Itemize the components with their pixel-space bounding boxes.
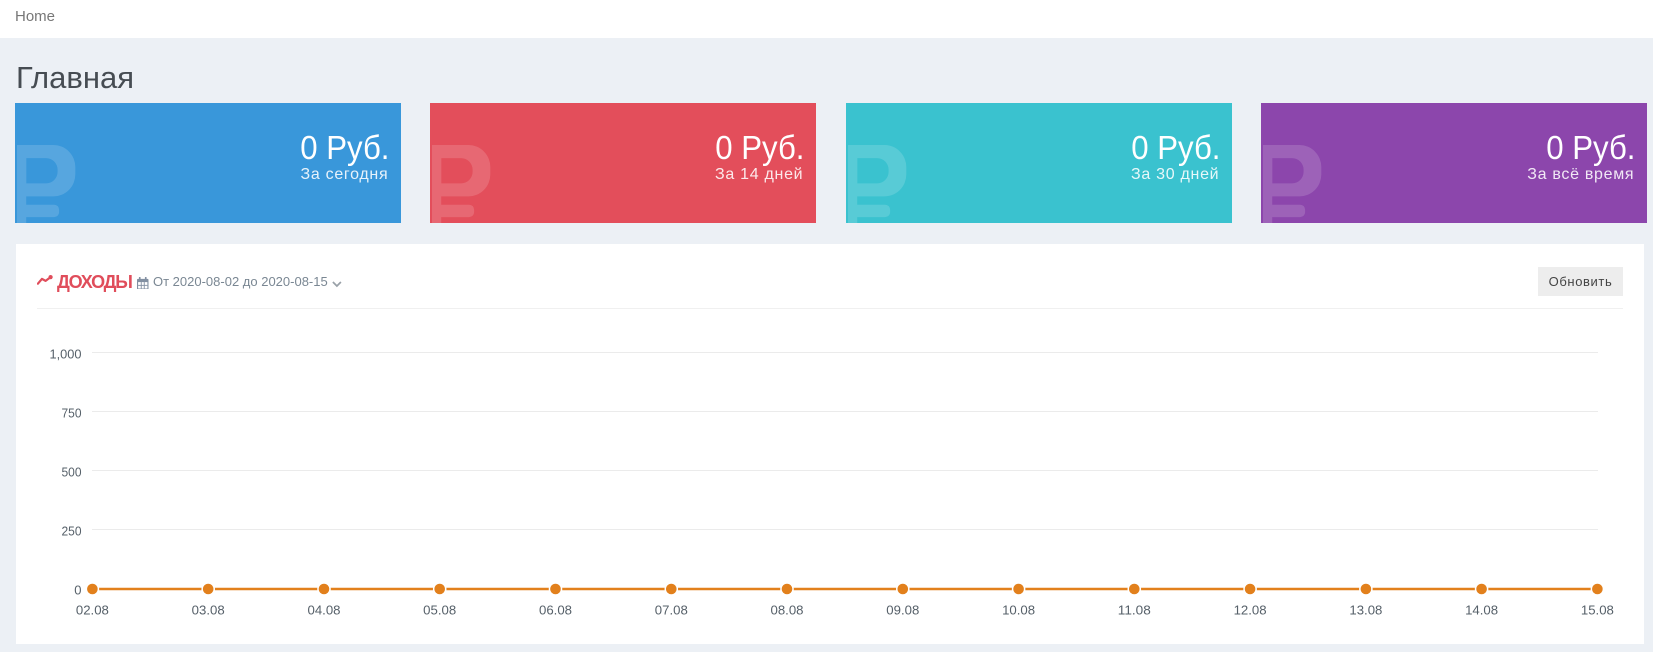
- svg-text:1,000: 1,000: [50, 346, 82, 361]
- svg-text:13.08: 13.08: [1349, 603, 1382, 618]
- svg-text:07.08: 07.08: [655, 603, 688, 618]
- svg-text:15.08: 15.08: [1581, 603, 1614, 618]
- svg-text:12.08: 12.08: [1234, 603, 1267, 618]
- svg-text:0: 0: [74, 583, 81, 598]
- svg-text:02.08: 02.08: [76, 603, 109, 618]
- svg-text:500: 500: [62, 465, 82, 480]
- svg-text:06.08: 06.08: [539, 603, 572, 618]
- svg-text:03.08: 03.08: [192, 603, 225, 618]
- svg-text:08.08: 08.08: [771, 603, 804, 618]
- svg-text:11.08: 11.08: [1118, 603, 1151, 618]
- svg-text:04.08: 04.08: [308, 603, 341, 618]
- svg-text:10.08: 10.08: [1002, 603, 1035, 618]
- svg-text:09.08: 09.08: [886, 603, 919, 618]
- svg-text:250: 250: [62, 524, 82, 539]
- svg-text:05.08: 05.08: [423, 603, 456, 618]
- svg-text:14.08: 14.08: [1465, 603, 1498, 618]
- svg-text:750: 750: [62, 406, 82, 421]
